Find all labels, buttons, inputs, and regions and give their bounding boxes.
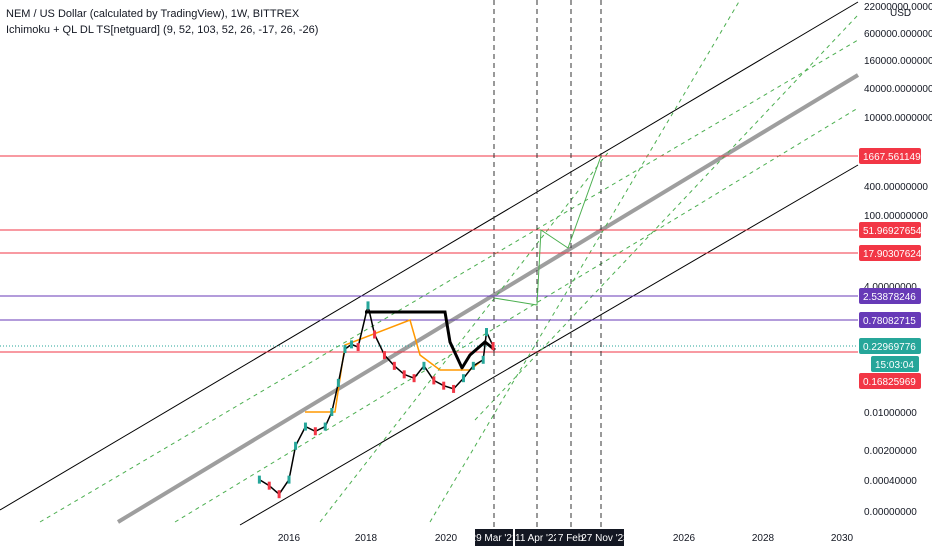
- y-tick-label: 0.00000000: [864, 507, 917, 518]
- horizontal-levels: [0, 155, 858, 353]
- chart-legend: NEM / US Dollar (calculated by TradingVi…: [6, 6, 318, 38]
- fan-line-a: [39, 39, 859, 523]
- price-candle: [257, 475, 261, 484]
- date-marker-bg: [475, 529, 513, 546]
- price-candle: [402, 370, 406, 379]
- date-marker-bg: [556, 529, 590, 546]
- price-candle: [366, 301, 370, 310]
- x-tick-label: 2016: [278, 533, 301, 544]
- price-candle: [303, 422, 307, 431]
- price-candle: [432, 376, 436, 385]
- x-tick-label: 2030: [831, 533, 854, 544]
- price-tag-label: 2.53878246: [863, 292, 916, 303]
- price-tag: [859, 288, 921, 304]
- price-candle: [330, 408, 334, 416]
- price-candle: [343, 345, 347, 354]
- price-tag: [859, 373, 921, 389]
- price-candle: [442, 381, 446, 390]
- price-tag: [859, 338, 921, 354]
- price-tag-label: 0.78082715: [863, 316, 916, 327]
- price-candle: [336, 378, 340, 387]
- date-marker-label: 7 Feb ': [558, 533, 588, 544]
- upper-channel-line: [0, 1, 859, 511]
- price-candle: [323, 422, 327, 431]
- price-tag: [859, 148, 921, 164]
- projection-path: [493, 155, 602, 306]
- price-candle: [287, 475, 291, 484]
- y-tick-label: 0.00200000: [864, 446, 917, 457]
- currency-label: USD: [890, 8, 911, 19]
- y-tick-label: 160000.00000000: [864, 56, 932, 67]
- fan-line-b: [174, 107, 859, 523]
- y-tick-label: 4.00000000: [864, 282, 917, 293]
- indicator-title[interactable]: Ichimoku + QL DL TS[netguard] (9, 52, 10…: [6, 24, 319, 36]
- price-candle: [313, 427, 317, 436]
- price-tag: [871, 356, 919, 372]
- price-candle: [422, 361, 426, 370]
- fan-line-c: [429, 0, 741, 523]
- price-tag-label: 51.96927654: [863, 226, 922, 237]
- y-tick-label: 10000.00000000: [864, 113, 932, 124]
- price-tag-label: 15:03:04: [875, 360, 914, 371]
- y-tick-label: 400.00000000: [864, 182, 928, 193]
- price-candle: [382, 351, 386, 360]
- price-tag: [859, 222, 921, 238]
- lower-channel-line: [239, 164, 859, 526]
- price-candle: [350, 340, 354, 349]
- price-candle: [481, 355, 485, 364]
- price-tag-label: 17.90307624: [863, 249, 922, 260]
- date-marker-bg: [586, 529, 624, 546]
- y-tick-label: 22000000.00000000: [864, 2, 932, 13]
- price-candle: [373, 330, 377, 339]
- date-marker-label: 29 Mar '21: [471, 533, 518, 544]
- price-tag-label: 0.16825969: [863, 377, 916, 388]
- tenkan-line: [305, 319, 481, 413]
- price-candle: [452, 384, 456, 393]
- x-tick-label: 2028: [752, 533, 775, 544]
- price-candle: [491, 342, 495, 351]
- price-series: [257, 301, 495, 499]
- price-line: [259, 305, 494, 496]
- date-markers: [493, 0, 602, 528]
- y-tick-label: 40000.00000000: [864, 84, 932, 95]
- fan-line-e: [319, 149, 611, 523]
- price-candle: [294, 441, 298, 450]
- price-candle: [277, 490, 281, 499]
- price-candle: [471, 361, 475, 370]
- x-tick-label: 2026: [673, 533, 696, 544]
- mid-channel-line: [116, 73, 860, 524]
- price-tag: [859, 245, 921, 261]
- price-tag-label: 1667.56114940: [863, 152, 932, 163]
- y-tick-label: 600000.00000000: [864, 29, 932, 40]
- price-candle: [485, 328, 488, 337]
- price-candle: [392, 361, 396, 370]
- projection-paths: [305, 155, 602, 413]
- price-tags: 1667.56114940 51.96927654 17.90307624 2.538…: [859, 148, 932, 389]
- y-tick-label: 100.00000000: [864, 211, 928, 222]
- date-marker-bg: [515, 529, 559, 546]
- price-candle: [412, 374, 416, 383]
- date-marker-label: 27 Nov '23: [581, 533, 629, 544]
- x-tick-label: 2020: [435, 533, 458, 544]
- price-tag-label: 0.22969776: [863, 342, 916, 353]
- fan-line-d: [474, 14, 859, 421]
- x-tick-label: 2018: [355, 533, 378, 544]
- price-candle: [461, 374, 465, 383]
- price-candle: [267, 481, 271, 490]
- symbol-title[interactable]: NEM / US Dollar (calculated by TradingVi…: [6, 8, 300, 20]
- y-tick-label: 0.01000000: [864, 408, 917, 419]
- channel-lines: [0, 0, 860, 526]
- y-tick-label: 0.00040000: [864, 476, 917, 487]
- price-candle: [356, 343, 360, 352]
- price-tag: [859, 312, 921, 328]
- date-marker-label: 11 Apr '22: [515, 533, 559, 544]
